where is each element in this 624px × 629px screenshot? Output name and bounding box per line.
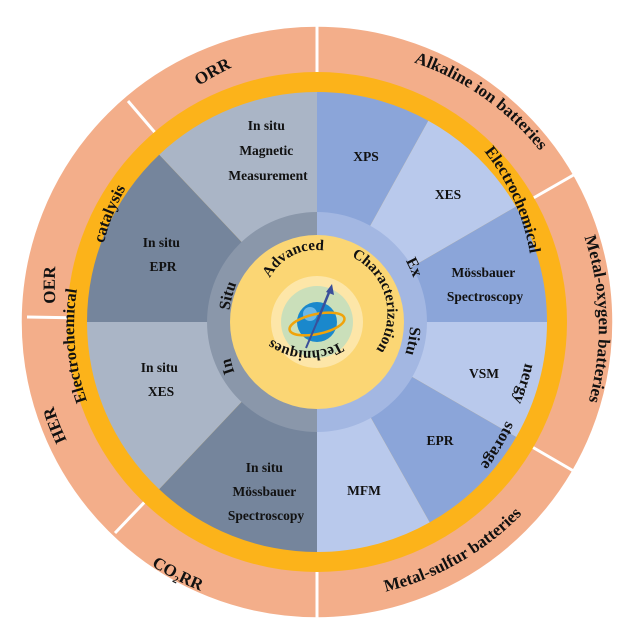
situ-left-label: Situ xyxy=(217,279,240,311)
situ-right-label: Situ xyxy=(401,326,423,357)
in-situ-mossbauer-label: In situ Mössbauer Spectroscopy xyxy=(228,460,304,523)
ex-situ-mfm-label: MFM xyxy=(347,483,381,498)
oer-label: OER xyxy=(40,265,60,304)
in-situ-xes-label: In situ XES xyxy=(141,360,182,399)
atom-icon xyxy=(281,284,353,358)
ex-situ-xps-label: XPS xyxy=(353,149,379,164)
ex-situ-xes-label: XES xyxy=(435,187,461,202)
ex-label: Ex xyxy=(402,255,425,279)
ex-situ-epr-label: EPR xyxy=(427,433,454,448)
in-situ-epr-label: In situ EPR xyxy=(143,235,184,274)
ex-situ-vsm-label: VSM xyxy=(469,366,499,381)
in-label: In xyxy=(218,357,239,377)
in-situ-magnetic-label: In situ Magnetic Measurement xyxy=(228,118,308,183)
ex-situ-mossbauer-label: Mössbauer Spectroscopy xyxy=(447,265,523,304)
